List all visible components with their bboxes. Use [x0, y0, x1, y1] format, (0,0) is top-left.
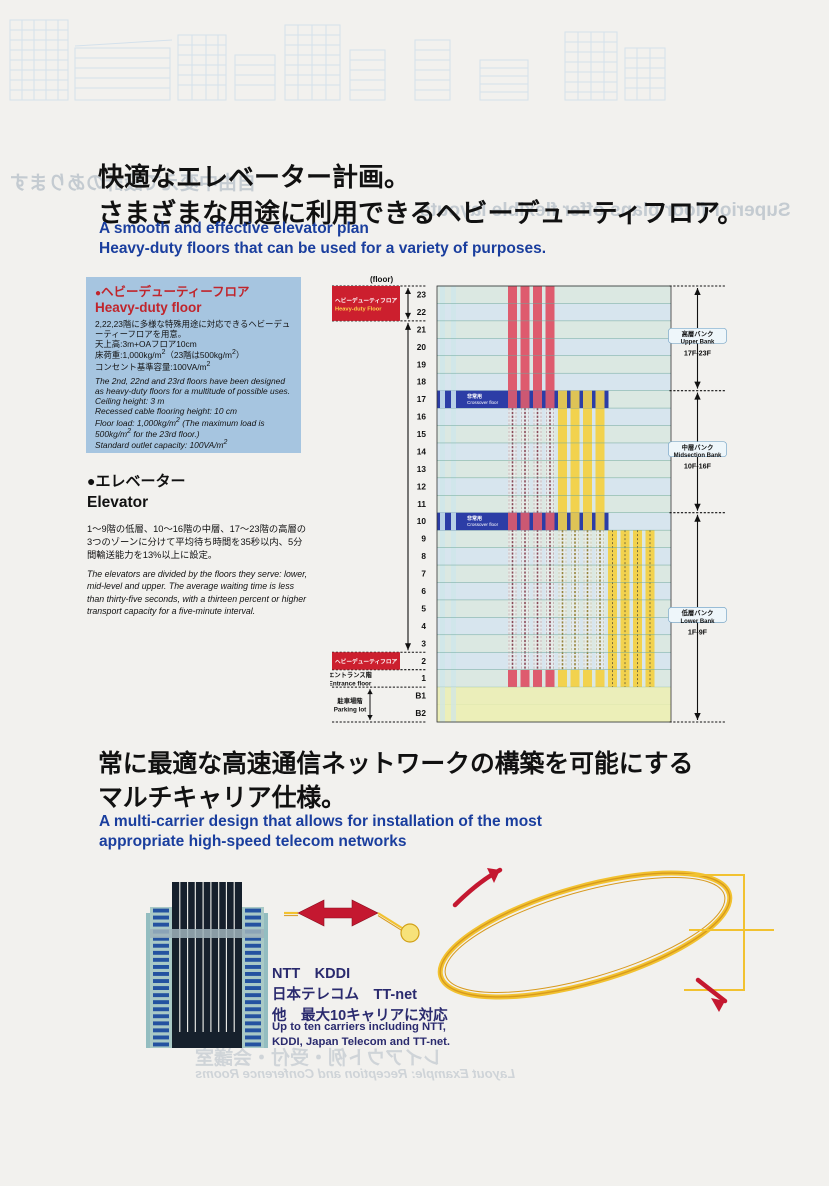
svg-text:12: 12: [417, 481, 427, 491]
svg-text:10: 10: [417, 516, 427, 526]
svg-text:1F-9F: 1F-9F: [688, 627, 708, 636]
svg-text:20: 20: [417, 342, 427, 352]
svg-text:7: 7: [421, 569, 426, 579]
svg-text:6: 6: [421, 586, 426, 596]
svg-text:Heavy-duty Floor: Heavy-duty Floor: [335, 306, 382, 312]
svg-text:中層バンク: 中層バンク: [682, 443, 714, 452]
svg-text:2: 2: [421, 656, 426, 666]
svg-text:4: 4: [421, 621, 426, 631]
svg-text:15: 15: [417, 429, 427, 439]
svg-text:低層バンク: 低層バンク: [681, 608, 714, 617]
svg-text:13: 13: [417, 464, 427, 474]
svg-text:Crossover floor: Crossover floor: [467, 522, 499, 527]
svg-text:非常用: 非常用: [467, 393, 482, 400]
svg-text:1: 1: [421, 673, 426, 683]
svg-text:エントランス階: エントランス階: [330, 670, 373, 679]
svg-text:Entrance floor: Entrance floor: [330, 680, 372, 687]
svg-text:Crossover floor: Crossover floor: [467, 400, 499, 405]
svg-text:21: 21: [417, 324, 427, 334]
svg-text:Midsection Bank: Midsection Bank: [674, 453, 722, 459]
svg-text:ヘビーデューティフロア: ヘビーデューティフロア: [335, 657, 398, 665]
svg-text:ヘビーデューティフロア: ヘビーデューティフロア: [335, 296, 398, 304]
svg-text:9: 9: [421, 534, 426, 544]
svg-text:11: 11: [417, 499, 426, 509]
svg-text:19: 19: [417, 359, 427, 369]
svg-text:B1: B1: [415, 691, 426, 701]
svg-text:非常用: 非常用: [467, 515, 482, 522]
svg-text:5: 5: [421, 603, 426, 613]
svg-text:Upper Bank: Upper Bank: [681, 340, 715, 346]
svg-text:B2: B2: [415, 708, 426, 718]
svg-text:高層バンク: 高層バンク: [682, 329, 714, 338]
svg-text:17F-23F: 17F-23F: [684, 348, 712, 357]
svg-text:14: 14: [417, 447, 427, 457]
svg-text:18: 18: [417, 377, 427, 387]
svg-text:16: 16: [417, 412, 427, 422]
svg-text:10F-16F: 10F-16F: [684, 462, 712, 471]
svg-text:駐車場階: 駐車場階: [337, 696, 363, 705]
svg-text:3: 3: [421, 638, 426, 648]
svg-text:(floor): (floor): [370, 275, 393, 284]
svg-text:17: 17: [417, 394, 427, 404]
svg-text:Parking lot: Parking lot: [334, 707, 367, 714]
svg-text:22: 22: [417, 307, 427, 317]
svg-text:23: 23: [417, 290, 427, 300]
svg-text:8: 8: [421, 551, 426, 561]
svg-text:Lower Bank: Lower Bank: [680, 619, 715, 625]
